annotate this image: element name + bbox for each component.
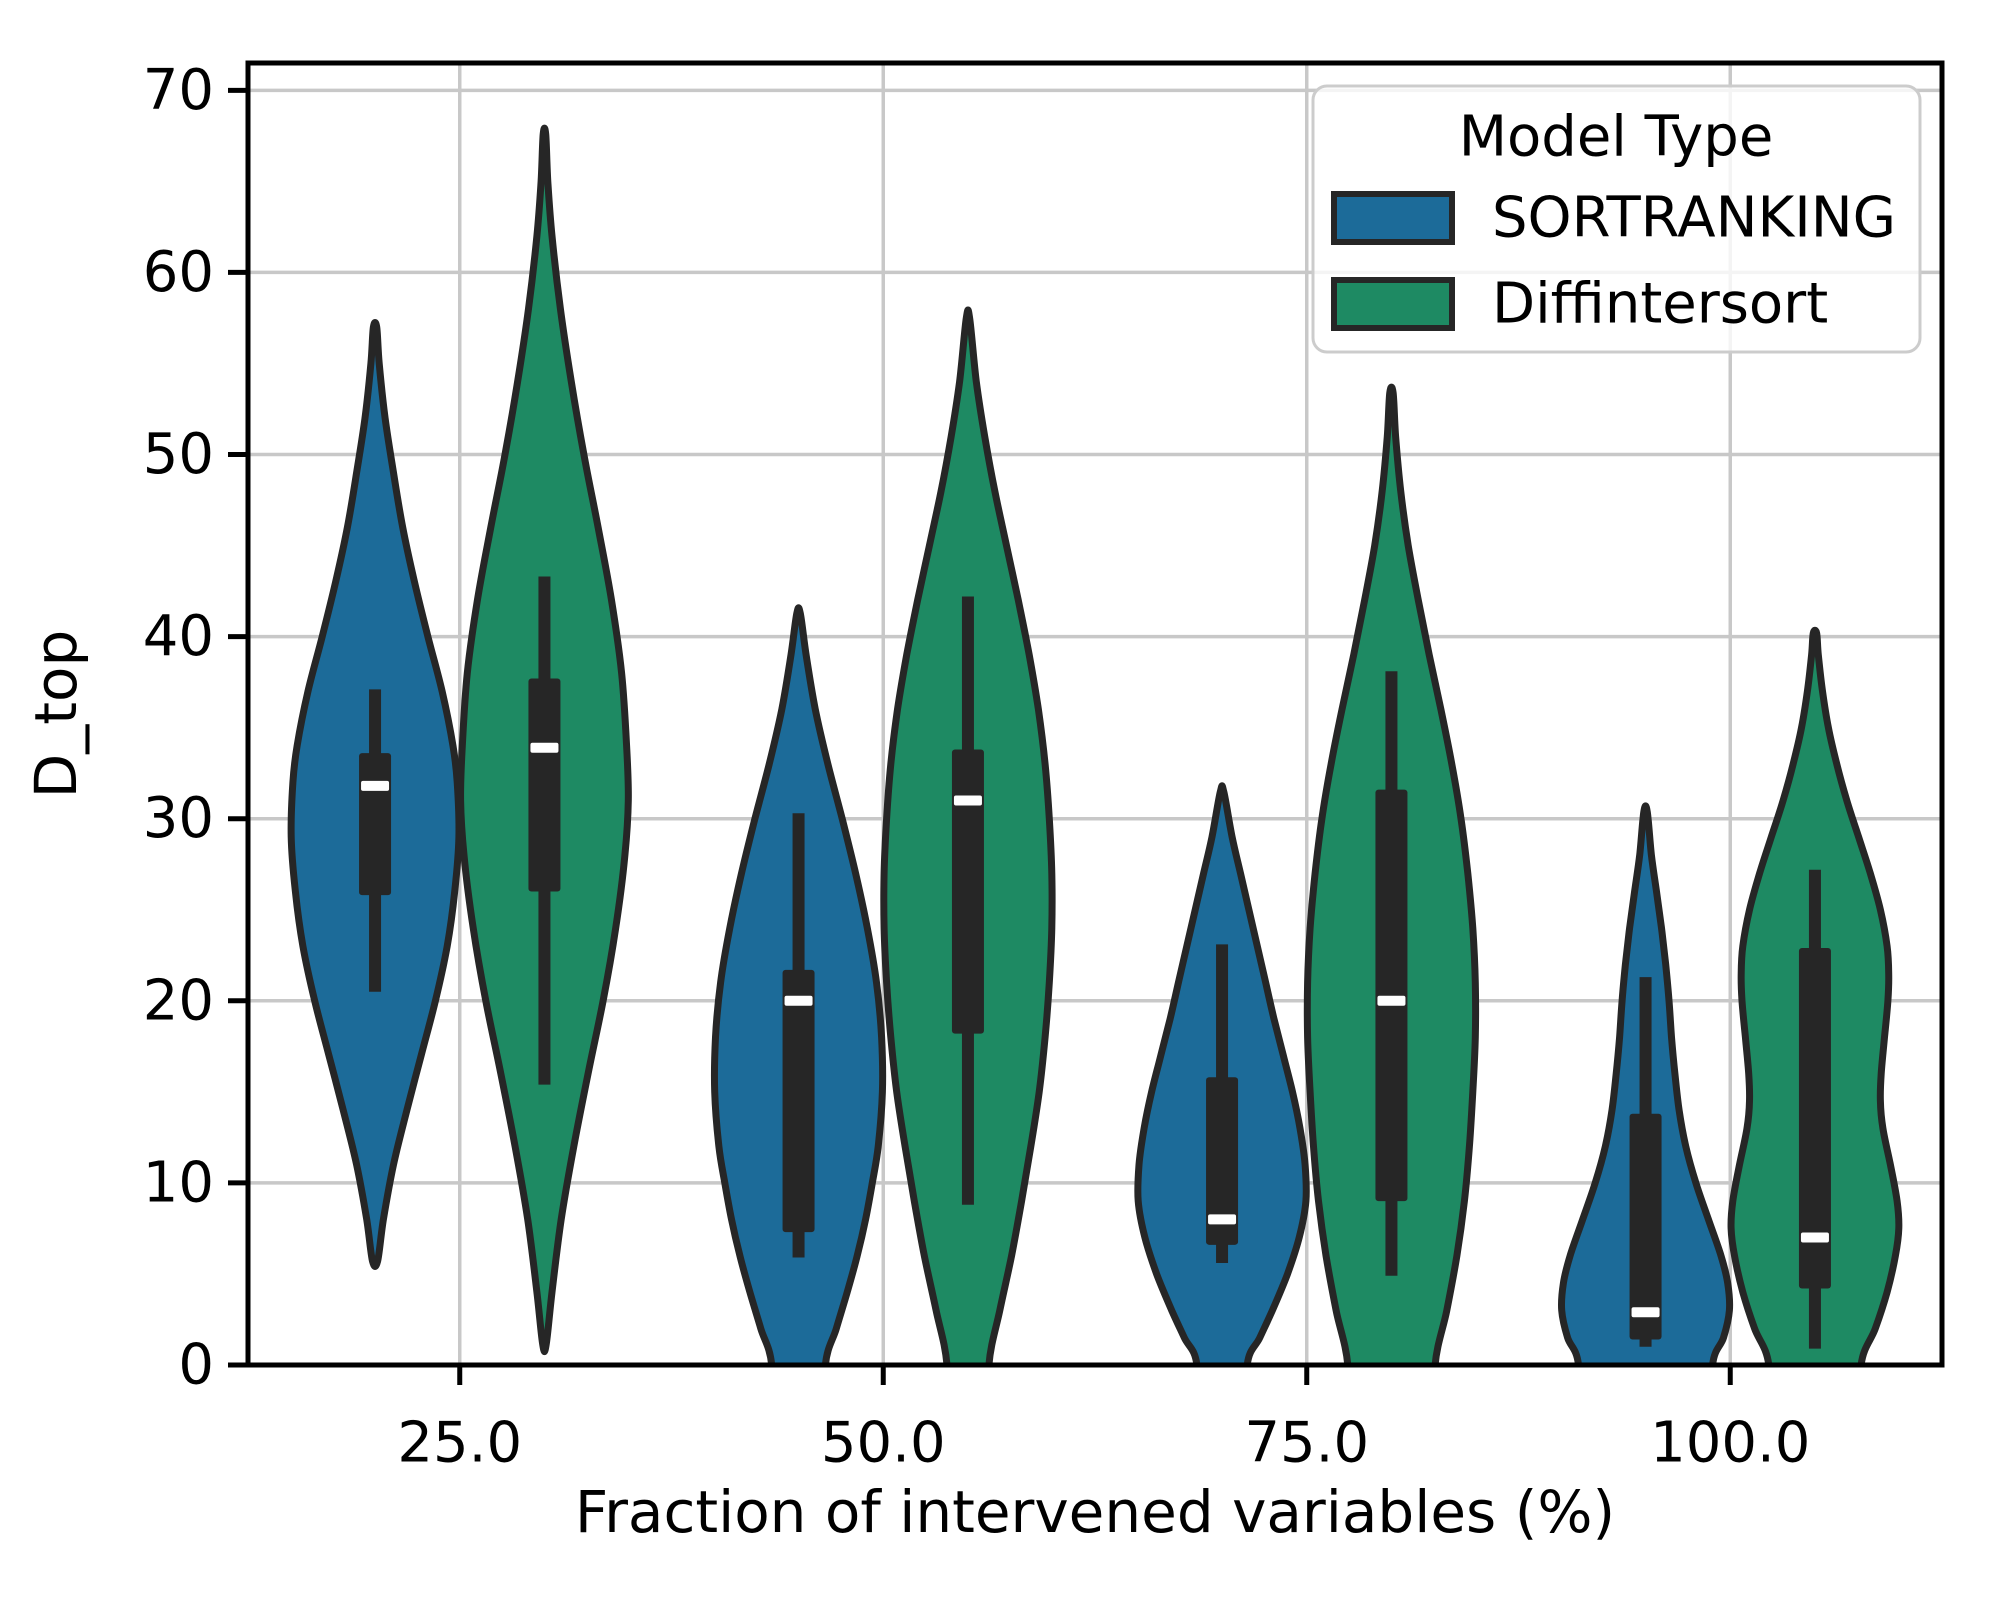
legend-title: Model Type [1459,105,1774,170]
median-line-sortranking-100.0 [1631,1307,1660,1318]
iqr-box-diffintersort-50.0 [951,749,984,1034]
legend-label-sortranking: SORTRANKING [1492,186,1896,251]
median-line-sortranking-75.0 [1208,1214,1237,1225]
y-tick-label-70: 70 [143,58,214,123]
x-tick-label-25.0: 25.0 [397,1411,522,1476]
iqr-box-sortranking-50.0 [782,969,815,1233]
y-tick-label-10: 10 [143,1150,214,1215]
iqr-box-diffintersort-25.0 [528,678,561,892]
legend-label-diffintersort: Diffintersort [1492,272,1828,337]
ticks [228,87,1733,1385]
violin-diffintersort-50.0 [880,306,1056,1365]
iqr-box-diffintersort-75.0 [1375,789,1408,1202]
median-line-diffintersort-100.0 [1800,1232,1829,1243]
x-tick-label-50.0: 50.0 [821,1411,946,1476]
violin-sortranking-25.0 [287,319,463,1270]
legend-swatch-diffintersort [1331,277,1455,331]
violin-diffintersort-25.0 [457,124,632,1356]
violin-sortranking-100.0 [1557,802,1734,1365]
violin-sortranking-50.0 [710,604,887,1365]
violin-diffintersort-75.0 [1303,383,1480,1365]
y-tick-label-50: 50 [143,422,214,487]
legend-swatch-sortranking [1331,191,1455,245]
iqr-box-sortranking-25.0 [359,753,392,896]
iqr-box-sortranking-100.0 [1629,1113,1662,1340]
violins [287,124,1903,1365]
y-tick-label-40: 40 [143,604,214,669]
x-axis-label: Fraction of intervened variables (%) [575,1478,1615,1546]
y-tick-label-0: 0 [178,1333,214,1398]
legend-item-sortranking: SORTRANKING [1331,186,1896,251]
median-line-sortranking-50.0 [784,995,813,1006]
legend: Model Type SORTRANKING Diffintersort [1311,84,1922,354]
legend-item-diffintersort: Diffintersort [1331,272,1828,337]
violin-sortranking-75.0 [1134,782,1310,1365]
iqr-box-diffintersort-100.0 [1798,947,1831,1289]
x-tick-label-75.0: 75.0 [1244,1411,1369,1476]
x-tick-label-100.0: 100.0 [1650,1411,1810,1476]
tick-labels: 0 10 20 30 40 50 60 70 25.0 50.0 75.0 100.0 [143,58,1811,1476]
iqr-box-sortranking-75.0 [1206,1077,1239,1245]
median-line-sortranking-25.0 [361,780,390,791]
y-tick-label-30: 30 [143,786,214,851]
y-tick-label-20: 20 [143,968,214,1033]
axes-spines [245,60,1945,1368]
violin-diffintersort-100.0 [1727,626,1903,1365]
median-line-diffintersort-25.0 [530,742,559,753]
y-tick-label-60: 60 [143,240,214,305]
median-line-diffintersort-50.0 [953,795,982,806]
legend-frame [1311,84,1922,354]
median-line-diffintersort-75.0 [1377,995,1406,1006]
y-axis-label: D_top [22,630,90,799]
